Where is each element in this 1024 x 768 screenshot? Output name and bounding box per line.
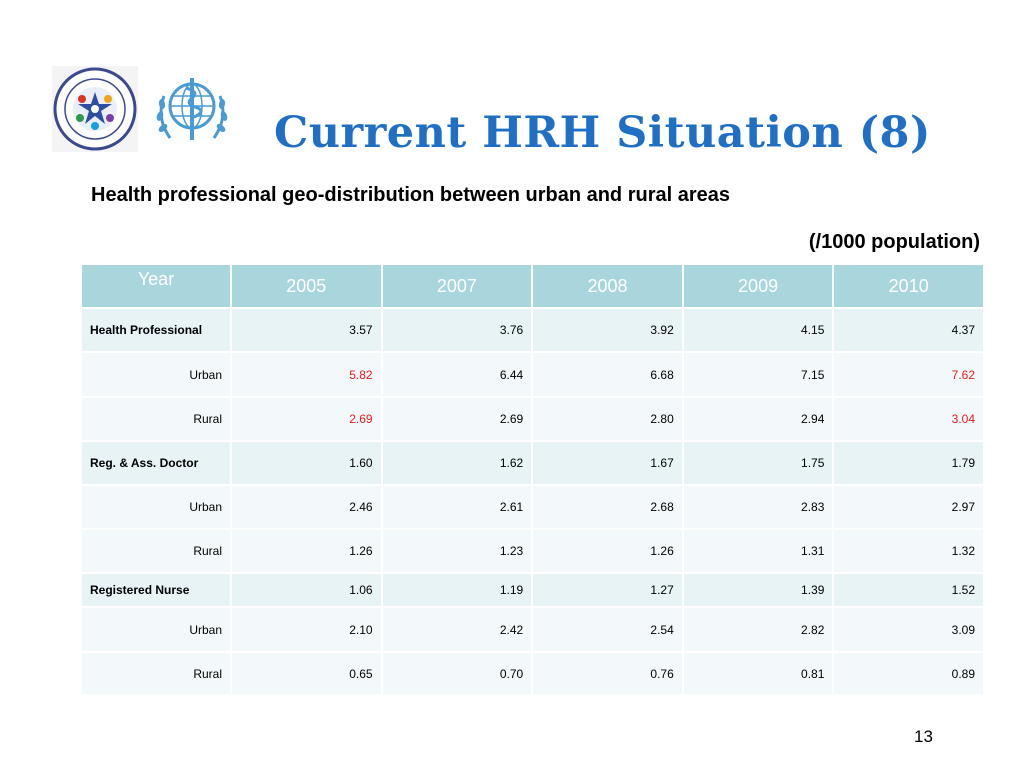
table-cell: 1.52 xyxy=(832,572,985,608)
table-cell: 6.44 xyxy=(380,351,534,398)
table-cell: 1.31 xyxy=(681,528,835,574)
table-cell: 2.83 xyxy=(681,484,835,530)
unit-label: (/1000 population) xyxy=(808,231,980,253)
row-group-label: Registered Nurse xyxy=(80,572,232,608)
table-cell: 2.61 xyxy=(380,484,534,530)
table-cell: 2.69 xyxy=(380,396,534,442)
table-cell: 4.37 xyxy=(832,307,985,353)
table-cell: 3.76 xyxy=(380,307,534,353)
table-cell: 5.82 xyxy=(230,351,383,398)
hrh-density-table: Year 2005 2007 2008 2009 2010 Health Pro… xyxy=(80,263,985,696)
table-cell: 0.89 xyxy=(832,651,985,696)
seal-icon xyxy=(52,66,138,152)
table-cell: 1.27 xyxy=(531,572,684,608)
page-number: 13 xyxy=(914,727,933,746)
row-group-label: Reg. & Ass. Doctor xyxy=(80,440,232,486)
table-body: Health Professional 3.57 3.76 3.92 4.15 4.37 U… xyxy=(80,307,985,696)
table-cell: 0.81 xyxy=(681,651,835,696)
table-cell: 1.60 xyxy=(230,440,383,486)
table-cell: 1.39 xyxy=(681,572,835,608)
header-year: Year xyxy=(80,263,232,309)
table-cell: 7.15 xyxy=(681,351,835,398)
row-sub-label: Urban xyxy=(80,351,232,398)
header-2010: 2010 xyxy=(832,263,985,309)
table-cell: 2.80 xyxy=(531,396,684,442)
who-emblem-icon xyxy=(156,78,228,140)
table-cell: 3.57 xyxy=(230,307,383,353)
table-cell: 1.26 xyxy=(230,528,383,574)
table-cell: 1.75 xyxy=(681,440,835,486)
table-row: Urban 2.10 2.42 2.54 2.82 3.09 xyxy=(80,606,985,653)
header-2007: 2007 xyxy=(380,263,534,309)
table-cell: 2.82 xyxy=(681,606,835,653)
table-cell: 1.32 xyxy=(832,528,985,574)
who-emblem-logo xyxy=(150,68,234,152)
table-cell: 1.26 xyxy=(531,528,684,574)
table-row: Rural 0.65 0.70 0.76 0.81 0.89 xyxy=(80,651,985,696)
table-row: Health Professional 3.57 3.76 3.92 4.15 4.37 xyxy=(80,307,985,353)
table-header-row: Year 2005 2007 2008 2009 2010 xyxy=(80,263,985,309)
table-row: Urban 5.82 6.44 6.68 7.15 7.62 xyxy=(80,351,985,398)
table-cell: 3.92 xyxy=(531,307,684,353)
row-sub-label: Rural xyxy=(80,528,232,574)
table-cell: 2.46 xyxy=(230,484,383,530)
header-2008: 2008 xyxy=(531,263,684,309)
table-cell: 7.62 xyxy=(832,351,985,398)
table-row: Registered Nurse 1.06 1.19 1.27 1.39 1.52 xyxy=(80,572,985,608)
table-subtitle: Health professional geo-distribution bet… xyxy=(91,184,731,206)
table-cell: 1.23 xyxy=(380,528,534,574)
table-row: Rural 2.69 2.69 2.80 2.94 3.04 xyxy=(80,396,985,442)
table-cell: 1.19 xyxy=(380,572,534,608)
table-cell: 2.42 xyxy=(380,606,534,653)
table-cell: 2.68 xyxy=(531,484,684,530)
table-cell: 0.70 xyxy=(380,651,534,696)
table-row: Urban 2.46 2.61 2.68 2.83 2.97 xyxy=(80,484,985,530)
table-row: Rural 1.26 1.23 1.26 1.31 1.32 xyxy=(80,528,985,574)
header-2005: 2005 xyxy=(230,263,383,309)
table-cell: 3.04 xyxy=(832,396,985,442)
table-cell: 2.54 xyxy=(531,606,684,653)
table-cell: 6.68 xyxy=(531,351,684,398)
table-cell: 0.76 xyxy=(531,651,684,696)
table-cell: 1.79 xyxy=(832,440,985,486)
center-seal-logo xyxy=(52,66,138,152)
header-2009: 2009 xyxy=(681,263,835,309)
table-cell: 2.94 xyxy=(681,396,835,442)
table-cell: 1.62 xyxy=(380,440,534,486)
row-sub-label: Urban xyxy=(80,484,232,530)
row-sub-label: Urban xyxy=(80,606,232,653)
row-sub-label: Rural xyxy=(80,651,232,696)
table-cell: 1.06 xyxy=(230,572,383,608)
row-sub-label: Rural xyxy=(80,396,232,442)
table-cell: 2.10 xyxy=(230,606,383,653)
page-title: Current HRH Situation (8) xyxy=(274,108,931,158)
table-cell: 3.09 xyxy=(832,606,985,653)
table-cell: 0.65 xyxy=(230,651,383,696)
table-cell: 4.15 xyxy=(681,307,835,353)
row-group-label: Health Professional xyxy=(80,307,232,353)
table-cell: 2.69 xyxy=(230,396,383,442)
table-cell: 2.97 xyxy=(832,484,985,530)
table-cell: 1.67 xyxy=(531,440,684,486)
table-row: Reg. & Ass. Doctor 1.60 1.62 1.67 1.75 1.79 xyxy=(80,440,985,486)
